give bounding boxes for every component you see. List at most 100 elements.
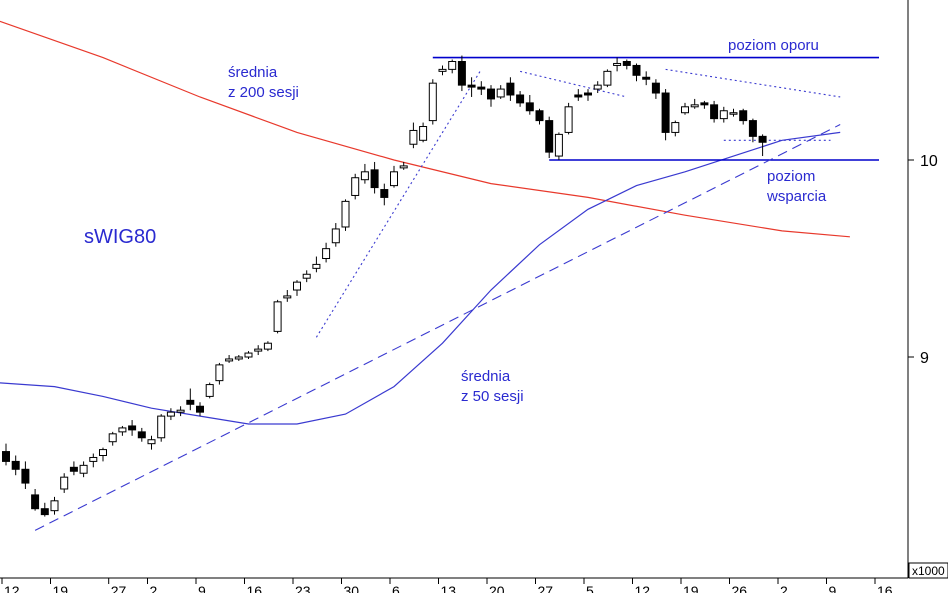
candle — [176, 406, 185, 417]
candle-body — [205, 384, 214, 397]
candle-body — [545, 120, 554, 153]
candle — [147, 435, 156, 450]
candle-body — [254, 348, 263, 352]
candle — [244, 351, 253, 359]
candle-body — [506, 82, 515, 96]
candle — [632, 63, 641, 82]
candle — [341, 199, 350, 231]
candle-body — [739, 110, 748, 122]
candle — [380, 183, 389, 206]
candle-body — [516, 94, 525, 104]
candle — [390, 165, 398, 188]
candle-body — [496, 88, 505, 98]
candle — [2, 443, 10, 466]
x-tick-label: 9 — [829, 583, 837, 593]
candle-body — [487, 88, 495, 100]
candle-body — [331, 228, 340, 244]
candle-body — [390, 171, 398, 187]
ma50-label-line1: średnia — [461, 368, 511, 385]
candle — [758, 134, 767, 157]
candle — [457, 55, 466, 92]
candle — [642, 71, 651, 86]
candle — [525, 94, 534, 115]
resistance-label: poziom oporu — [728, 37, 819, 54]
candle-body — [166, 411, 175, 417]
candle — [263, 341, 272, 352]
candle-body — [31, 494, 40, 510]
candle — [11, 455, 20, 476]
x-tick-label: 2 — [150, 583, 158, 593]
ma50-label-line2: z 50 sesji — [461, 388, 524, 405]
candle — [205, 382, 214, 399]
candle-body — [283, 295, 292, 299]
candle — [651, 79, 660, 99]
candle-body — [89, 456, 98, 462]
x-tick-label: 6 — [392, 583, 400, 593]
candle — [584, 89, 592, 101]
candle-body — [554, 133, 563, 157]
candle — [729, 108, 738, 117]
candle — [137, 427, 146, 442]
candle — [360, 163, 369, 184]
candle-body — [613, 62, 622, 66]
candle-body — [399, 165, 408, 169]
x-tick-label: 12 — [4, 583, 20, 593]
y-tick-label: 9 — [920, 350, 929, 367]
candle — [613, 57, 622, 72]
candle — [477, 81, 486, 95]
candle — [118, 425, 127, 436]
x-tick-label: 12 — [635, 583, 651, 593]
candle-body — [380, 189, 389, 198]
candle-body — [370, 169, 379, 189]
x-tick-label: 5 — [586, 583, 594, 593]
candle-body — [157, 415, 166, 439]
candle-body — [729, 112, 738, 115]
candle-body — [564, 106, 573, 133]
candle — [681, 102, 689, 115]
candle — [419, 122, 428, 143]
x-tick-label: 9 — [198, 583, 206, 593]
candle — [331, 223, 340, 247]
candle — [40, 502, 49, 517]
candle-body — [118, 427, 127, 433]
candle-body — [293, 281, 301, 291]
candle-body — [428, 82, 437, 122]
candle — [21, 461, 30, 489]
candle-body — [225, 358, 234, 362]
candle-body — [196, 405, 204, 413]
candle-body — [467, 84, 476, 88]
candle-body — [758, 135, 767, 143]
trend-line-1 — [315, 69, 482, 338]
x-tick-label: 30 — [344, 583, 360, 593]
candle-body — [128, 425, 137, 431]
y-tick-label: 10 — [920, 153, 938, 170]
candle — [554, 132, 563, 160]
candle — [428, 79, 437, 125]
candle — [225, 355, 234, 363]
candle-body — [137, 431, 146, 439]
candle-body — [322, 248, 331, 259]
candle — [186, 388, 195, 411]
candle-body — [584, 92, 592, 96]
candle-body — [215, 364, 224, 382]
x-tick-label: 26 — [732, 583, 748, 593]
y-unit-box — [908, 562, 948, 579]
candle — [700, 100, 709, 109]
candle — [157, 414, 166, 442]
candle-body — [244, 352, 253, 358]
candle — [719, 106, 728, 123]
trend-line-3 — [665, 68, 841, 98]
candle-body — [2, 451, 10, 462]
candle — [273, 299, 282, 334]
candle-body — [690, 104, 699, 108]
candle-body — [710, 104, 719, 120]
candle-body — [79, 464, 88, 474]
x-tick-label: 19 — [53, 583, 69, 593]
candle-body — [661, 92, 670, 133]
candle — [487, 85, 495, 107]
candle — [31, 488, 40, 511]
y-unit-label: x1000 — [912, 564, 945, 578]
candle — [545, 116, 554, 159]
candle-body — [69, 466, 78, 472]
